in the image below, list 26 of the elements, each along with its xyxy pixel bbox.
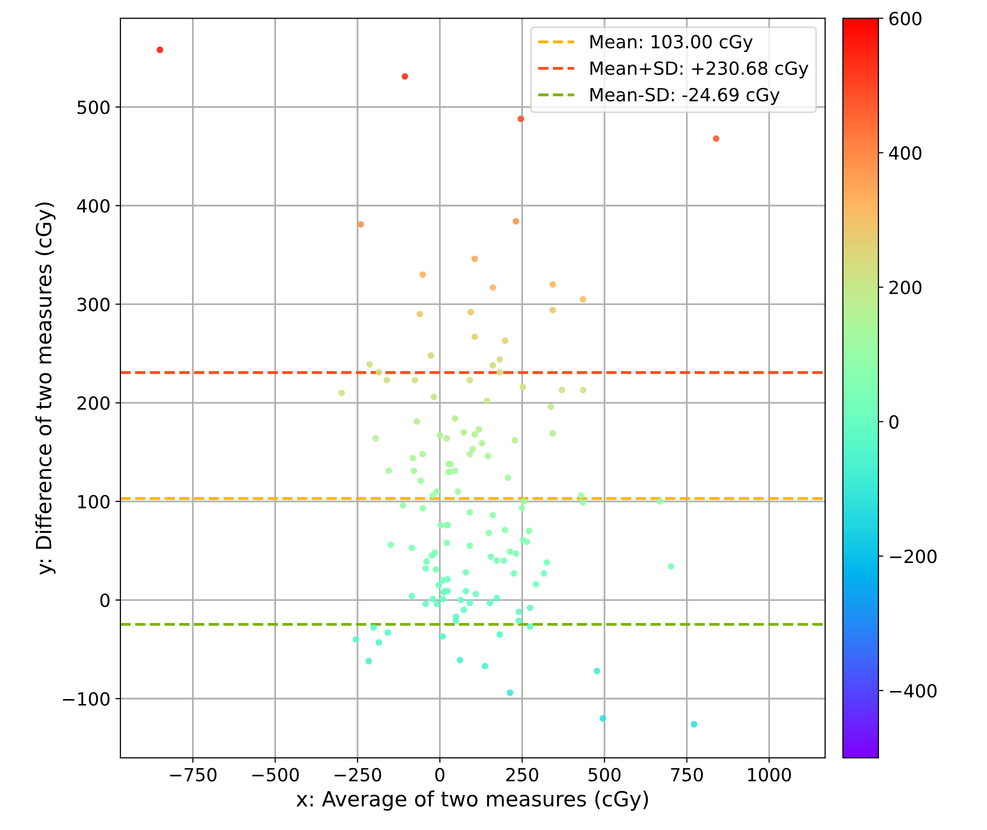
y-axis-title: y: Difference of two measures (cGy): [35, 202, 56, 575]
y-tick-label: 100: [78, 494, 110, 509]
x-tick-label: −250: [334, 768, 382, 782]
legend-label: Mean+SD: +230.68 cGy: [590, 61, 808, 78]
legend-label: Mean: 103.00 cGy: [590, 34, 753, 52]
x-tick-label: 750: [671, 768, 703, 782]
x-tick-label: 500: [588, 768, 621, 782]
y-tick-label: 300: [78, 298, 110, 312]
x-tick-label: 0: [435, 768, 444, 782]
legend-label: Mean-SD: -24.69 cGy: [590, 88, 780, 105]
color-bar-label: −200: [890, 550, 937, 564]
color-bar-label: −400: [890, 684, 937, 698]
color-bar-label: 200: [889, 280, 922, 294]
y-tick-label: 200: [78, 396, 110, 410]
y-tick-label: 0: [100, 593, 110, 608]
x-axis-title: x: Average of two measures (cGy): [296, 790, 648, 811]
x-tick-label: −500: [252, 768, 299, 782]
color-bar-label: 600: [889, 12, 922, 26]
x-tick-label: 1000: [748, 768, 791, 782]
color-bar-label: 400: [889, 146, 922, 160]
x-tick-label: 250: [506, 768, 538, 782]
x-tick-label: −750: [170, 768, 216, 782]
color-bar-label: 0: [889, 415, 898, 429]
y-tick-label: 500: [78, 100, 110, 114]
y-tick-label: 400: [77, 199, 110, 213]
y-tick-label: −100: [63, 692, 110, 706]
